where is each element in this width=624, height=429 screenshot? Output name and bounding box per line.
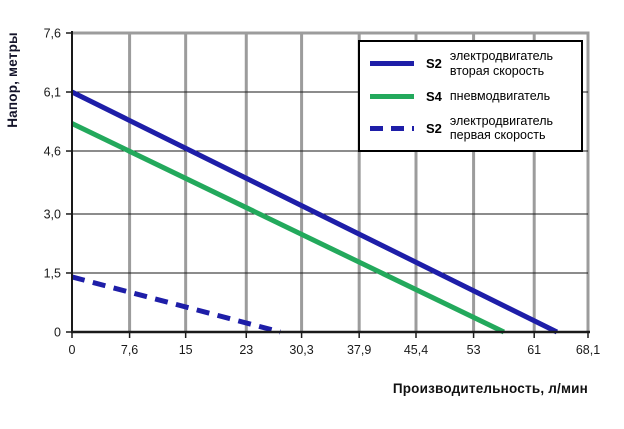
y-tick-label: 6,1 — [44, 86, 61, 100]
y-tick-label: 3,0 — [44, 207, 61, 221]
x-tick-label: 37,9 — [347, 343, 371, 357]
x-tick-label: 45,4 — [404, 343, 428, 357]
y-tick-label: 4,6 — [44, 145, 61, 159]
legend-item-s2-first-speed: S2 электродвигатель первая скорость — [370, 114, 575, 144]
legend-series-key: S2 — [426, 120, 442, 136]
x-tick-label: 53 — [467, 343, 481, 357]
x-tick-label: 23 — [239, 343, 253, 357]
x-axis-title: Производительность, л/мин — [392, 381, 588, 396]
x-tick-label: 15 — [179, 343, 193, 357]
legend-item-s4-pneumatic: S4 пневмодвигатель — [370, 89, 575, 104]
series-line-1 — [70, 121, 505, 335]
y-tick-label: 1,5 — [44, 266, 61, 280]
legend-series-label: пневмодвигатель — [449, 88, 551, 103]
solid-line-sample — [370, 93, 414, 99]
legend-series-key: S2 — [426, 56, 442, 72]
legend-series-label: электродвигатель первая скорость — [449, 113, 554, 143]
x-tick-label: 7,6 — [121, 343, 138, 357]
solid-line-sample — [370, 61, 414, 67]
dashed-line-sample — [370, 125, 414, 131]
legend-series-key: S4 — [426, 88, 442, 104]
series-line-0 — [70, 89, 559, 335]
legend-series-label: электродвигатель вторая скорость — [449, 49, 554, 78]
series-line-2 — [71, 274, 282, 335]
legend-item-s2-second-speed: S2 электродвигатель вторая скорость — [370, 49, 575, 79]
y-tick-label: 0 — [54, 326, 61, 340]
chart-legend: S2 электродвигатель вторая скорость S4 п… — [358, 40, 583, 152]
x-tick-label: 61 — [527, 343, 541, 357]
y-axis-title: Напор, метры — [5, 32, 20, 128]
x-tick-label: 0 — [69, 343, 76, 357]
y-tick-label: 7,6 — [44, 27, 61, 41]
x-tick-label: 30,3 — [289, 343, 313, 357]
x-tick-label: 68,1 — [576, 343, 600, 357]
